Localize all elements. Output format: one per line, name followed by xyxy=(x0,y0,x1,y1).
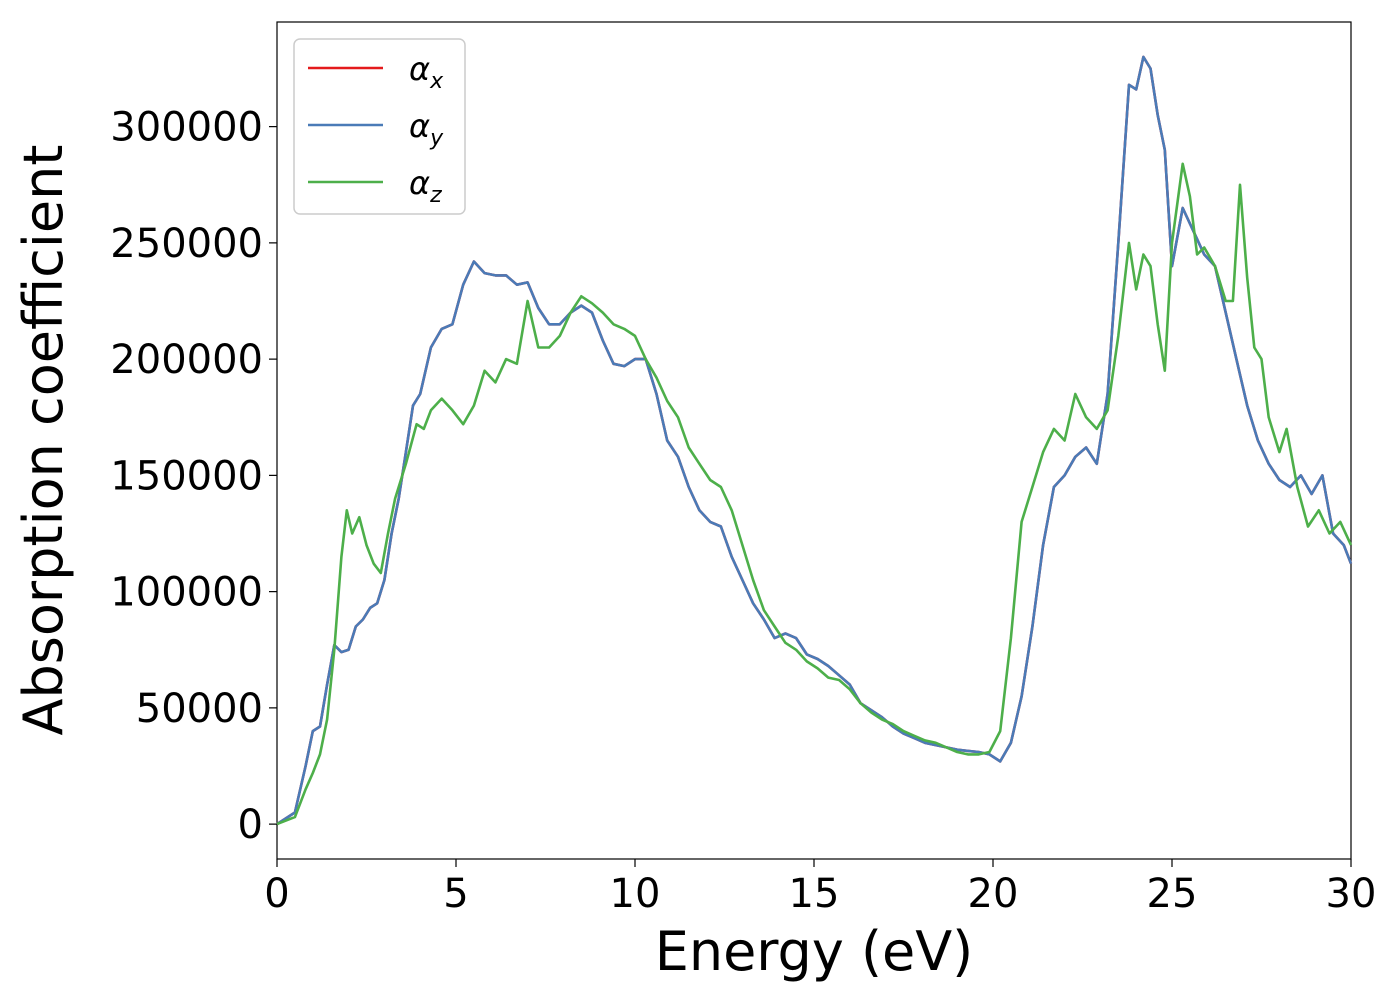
legend-label-x: αx xyxy=(409,50,444,94)
x-axis-label: Energy (eV) xyxy=(655,920,974,983)
y-tick-label: 100000 xyxy=(110,570,263,616)
legend: αx αy αz xyxy=(293,38,466,215)
x-tick-label: 15 xyxy=(789,871,840,917)
x-axis-ticks: 0 5 10 15 20 25 30 xyxy=(264,859,1376,917)
series-line-y xyxy=(276,55,1353,826)
y-axis-label: Absorption coefficient xyxy=(12,145,75,736)
y-tick-label: 200000 xyxy=(110,337,263,383)
x-tick-label: 10 xyxy=(610,871,661,917)
y-tick-label: 250000 xyxy=(110,221,263,267)
y-axis-ticks: 0 50000 100000 150000 200000 250000 300000 xyxy=(110,105,277,848)
y-tick-label: 300000 xyxy=(110,105,263,151)
legend-box xyxy=(293,38,466,215)
legend-label-y: αy xyxy=(409,107,444,151)
x-tick-label: 5 xyxy=(443,871,468,917)
y-tick-label: 150000 xyxy=(110,453,263,499)
x-tick-label: 0 xyxy=(264,871,289,917)
y-tick-label: 50000 xyxy=(136,686,263,732)
legend-label-z: αz xyxy=(409,164,442,208)
x-tick-label: 30 xyxy=(1326,871,1377,917)
series-group xyxy=(276,55,1353,826)
x-tick-label: 20 xyxy=(968,871,1019,917)
series-line-z xyxy=(276,162,1353,826)
y-tick-label: 0 xyxy=(238,802,263,848)
x-tick-label: 25 xyxy=(1147,871,1198,917)
